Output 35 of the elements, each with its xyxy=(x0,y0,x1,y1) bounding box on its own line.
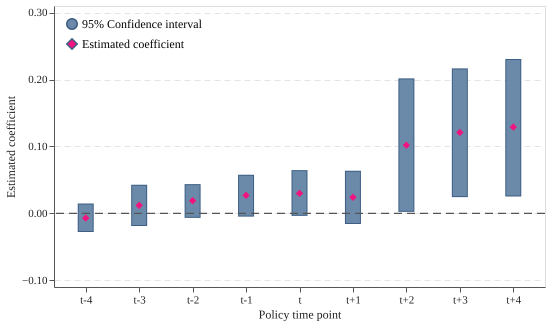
x-tick-label: t-2 xyxy=(186,294,200,306)
x-tick-label: t xyxy=(298,294,302,306)
point xyxy=(296,190,304,198)
bar xyxy=(131,184,148,226)
bar xyxy=(78,204,94,232)
point xyxy=(242,192,250,200)
point xyxy=(456,128,464,136)
bar xyxy=(184,184,201,218)
y-tick-label: 0.20 xyxy=(28,74,48,86)
x-tick-label: t-3 xyxy=(134,294,146,306)
y-tick-label: 0.00 xyxy=(28,208,48,220)
y-tick-label: 0.30 xyxy=(28,7,48,20)
x-tick-label: t-1 xyxy=(240,294,253,306)
bar xyxy=(452,68,468,198)
y-axis-title: Estimated coefficient xyxy=(4,95,18,198)
x-tick-label: t+4 xyxy=(506,294,522,306)
point xyxy=(349,194,357,202)
x-axis-title: Policy time point xyxy=(258,308,342,322)
legend-label: Estimated coefficient xyxy=(82,37,185,51)
x-tick-label: t+3 xyxy=(452,294,468,306)
bar xyxy=(238,174,254,217)
y-tick-label: 0.10 xyxy=(28,141,48,153)
point xyxy=(510,123,517,131)
bar xyxy=(398,78,414,212)
point xyxy=(135,202,143,210)
bar xyxy=(505,59,522,197)
legend-label: 95% Confidence interval xyxy=(82,17,203,31)
point xyxy=(188,196,196,204)
x-tick-label: t-4 xyxy=(80,294,93,306)
x-tick-label: t+1 xyxy=(346,294,361,306)
y-tick-label: −0.10 xyxy=(22,274,48,287)
point xyxy=(402,141,410,149)
bar xyxy=(344,170,361,224)
x-tick-label: t+2 xyxy=(400,294,414,306)
bar xyxy=(292,170,308,216)
